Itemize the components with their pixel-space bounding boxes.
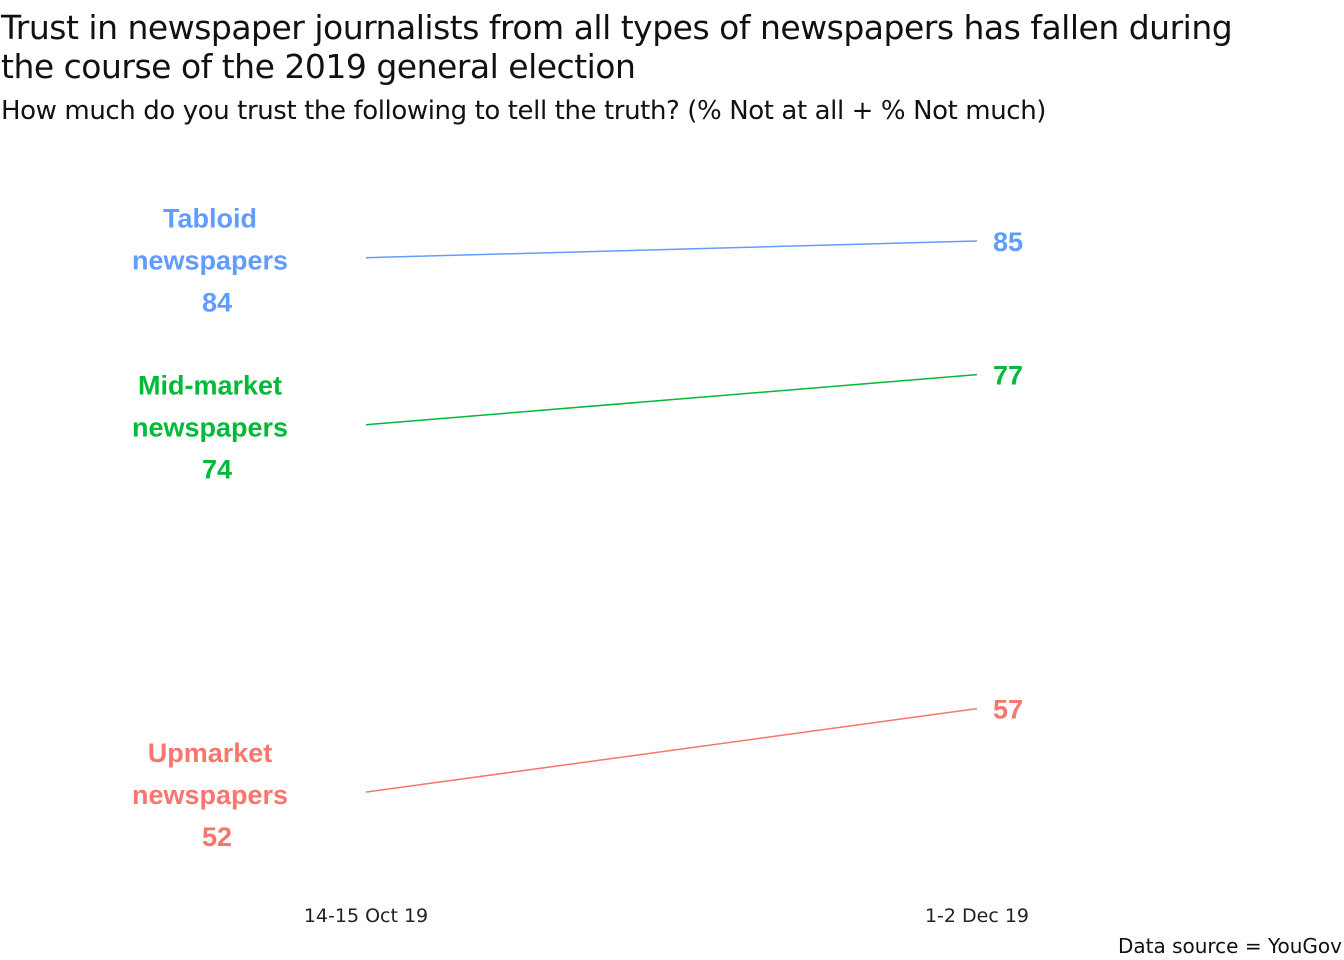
chart-subtitle: How much do you trust the following to t… [1,96,1047,126]
x-tick-label: 1-2 Dec 19 [925,905,1029,927]
series-line [365,240,978,259]
start-value-label: 52 [202,822,232,852]
start-value-label: 74 [202,455,232,485]
series-label: newspapers [132,780,288,810]
chart-title: Trust in newspaper journalists from all … [1,8,1233,86]
x-tick-label: 14-15 Oct 19 [304,905,428,927]
series-line [365,707,978,793]
start-value-label: 84 [202,288,232,318]
series-label: Tabloid [163,204,257,234]
series-label: Upmarket [148,738,273,768]
end-value-label: 85 [993,227,1023,257]
end-value-label: 77 [993,361,1023,391]
series-label: newspapers [132,413,288,443]
data-source-caption: Data source = YouGov [1117,934,1342,958]
end-value-label: 57 [993,695,1023,725]
series-label: newspapers [132,246,288,276]
series-label: Mid-market [138,371,282,401]
series-line [365,373,978,426]
